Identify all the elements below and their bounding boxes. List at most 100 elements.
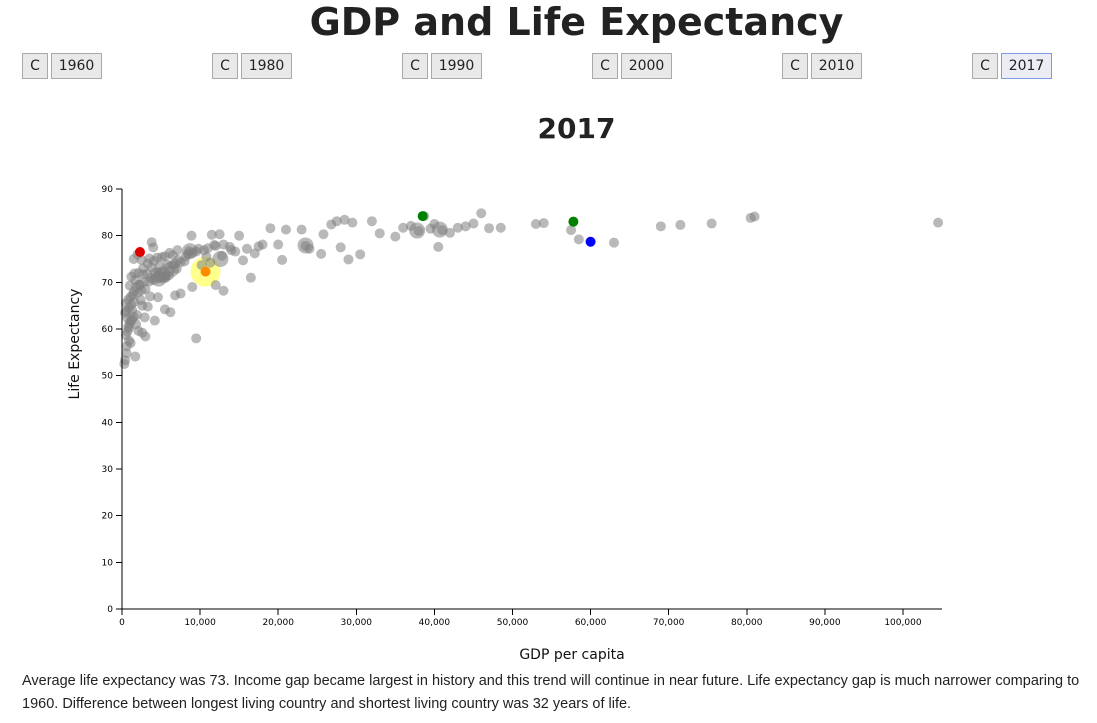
highlighted-point-orange[interactable]	[200, 266, 211, 277]
data-point[interactable]	[460, 221, 471, 232]
data-point-large[interactable]	[163, 261, 180, 278]
data-point[interactable]	[172, 245, 183, 256]
data-point[interactable]	[133, 325, 144, 336]
data-point[interactable]	[398, 222, 409, 233]
data-point[interactable]	[331, 216, 342, 227]
data-point[interactable]	[468, 218, 479, 229]
data-point[interactable]	[933, 217, 944, 228]
data-point[interactable]	[238, 255, 249, 266]
data-point[interactable]	[749, 211, 760, 222]
data-point[interactable]	[366, 216, 377, 227]
data-point[interactable]	[134, 279, 145, 290]
highlighted-point-green[interactable]	[568, 216, 579, 227]
data-point[interactable]	[186, 230, 197, 241]
data-point[interactable]	[152, 292, 163, 303]
data-point[interactable]	[257, 239, 268, 250]
data-point[interactable]	[355, 249, 366, 260]
data-point[interactable]	[138, 269, 149, 280]
data-point[interactable]	[495, 222, 506, 233]
c-button-1980[interactable]: C	[212, 53, 238, 79]
data-point[interactable]	[273, 239, 284, 250]
data-point[interactable]	[149, 255, 160, 266]
data-point[interactable]	[121, 348, 132, 359]
data-point[interactable]	[476, 208, 487, 219]
year-button-1980[interactable]: 1980	[241, 53, 292, 79]
data-point[interactable]	[214, 229, 225, 240]
data-point[interactable]	[390, 231, 401, 242]
data-point[interactable]	[165, 307, 176, 318]
data-point[interactable]	[146, 237, 157, 248]
data-point[interactable]	[218, 285, 229, 296]
data-point[interactable]	[433, 241, 444, 252]
data-point[interactable]	[296, 224, 307, 235]
data-point[interactable]	[675, 219, 686, 230]
data-point[interactable]	[245, 272, 256, 283]
data-point-large[interactable]	[181, 243, 198, 260]
data-point[interactable]	[530, 219, 541, 229]
data-point[interactable]	[191, 333, 202, 344]
data-point[interactable]	[277, 254, 288, 265]
data-point[interactable]	[145, 291, 156, 302]
data-point[interactable]	[343, 254, 354, 265]
data-point[interactable]	[452, 222, 463, 233]
year-button-1960[interactable]: 1960	[51, 53, 102, 79]
data-point[interactable]	[347, 217, 358, 228]
c-button-2010[interactable]: C	[782, 53, 808, 79]
data-point[interactable]	[706, 218, 717, 229]
year-button-2000[interactable]: 2000	[621, 53, 672, 79]
data-point[interactable]	[149, 315, 160, 326]
data-point[interactable]	[281, 224, 291, 235]
data-point-large[interactable]	[431, 221, 448, 238]
data-point[interactable]	[210, 280, 221, 291]
data-point[interactable]	[224, 241, 235, 252]
year-button-2010[interactable]: 2010	[811, 53, 862, 79]
data-point[interactable]	[122, 313, 133, 324]
data-point[interactable]	[156, 252, 167, 263]
data-point-large[interactable]	[297, 237, 314, 254]
data-point-large[interactable]	[212, 251, 229, 267]
data-point[interactable]	[566, 225, 577, 236]
data-point[interactable]	[335, 242, 346, 253]
year-button-2017[interactable]: 2017	[1001, 53, 1052, 79]
data-point[interactable]	[173, 254, 184, 265]
data-point[interactable]	[209, 240, 220, 250]
data-point[interactable]	[609, 237, 619, 248]
data-point[interactable]	[265, 223, 276, 234]
data-point[interactable]	[130, 351, 141, 362]
c-button-2017[interactable]: C	[972, 53, 998, 79]
data-point[interactable]	[129, 268, 140, 279]
data-point[interactable]	[164, 247, 175, 258]
data-point[interactable]	[573, 234, 584, 245]
c-button-1990[interactable]: C	[402, 53, 428, 79]
data-point[interactable]	[484, 223, 495, 234]
highlighted-point-red[interactable]	[134, 247, 145, 257]
data-point-large[interactable]	[150, 270, 167, 287]
data-point[interactable]	[374, 228, 385, 239]
data-point[interactable]	[170, 290, 181, 301]
chart-title: 2017	[537, 112, 616, 145]
data-point[interactable]	[234, 230, 245, 241]
data-point[interactable]	[139, 312, 150, 323]
data-point[interactable]	[339, 214, 350, 225]
highlighted-point-blue[interactable]	[585, 236, 596, 247]
data-point[interactable]	[316, 248, 327, 259]
data-point[interactable]	[120, 298, 131, 309]
data-point[interactable]	[142, 301, 153, 312]
data-point[interactable]	[140, 331, 151, 342]
data-point[interactable]	[135, 295, 146, 306]
data-point[interactable]	[538, 218, 549, 229]
data-point[interactable]	[187, 282, 198, 292]
data-point[interactable]	[206, 229, 217, 240]
c-button-2000[interactable]: C	[592, 53, 618, 79]
x-tick-label: 50,000	[497, 618, 529, 628]
year-button-1990[interactable]: 1990	[431, 53, 482, 79]
c-button-1960[interactable]: C	[22, 53, 48, 79]
data-point[interactable]	[318, 229, 329, 240]
data-point[interactable]	[127, 305, 138, 316]
data-point[interactable]	[241, 243, 252, 254]
data-point[interactable]	[128, 286, 139, 297]
data-point[interactable]	[121, 341, 132, 352]
data-point-large[interactable]	[409, 222, 426, 239]
highlighted-point-green[interactable]	[417, 211, 428, 222]
data-point[interactable]	[655, 221, 666, 232]
